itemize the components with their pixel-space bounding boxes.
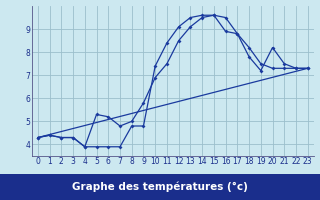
Text: Graphe des températures (°c): Graphe des températures (°c) [72, 182, 248, 192]
